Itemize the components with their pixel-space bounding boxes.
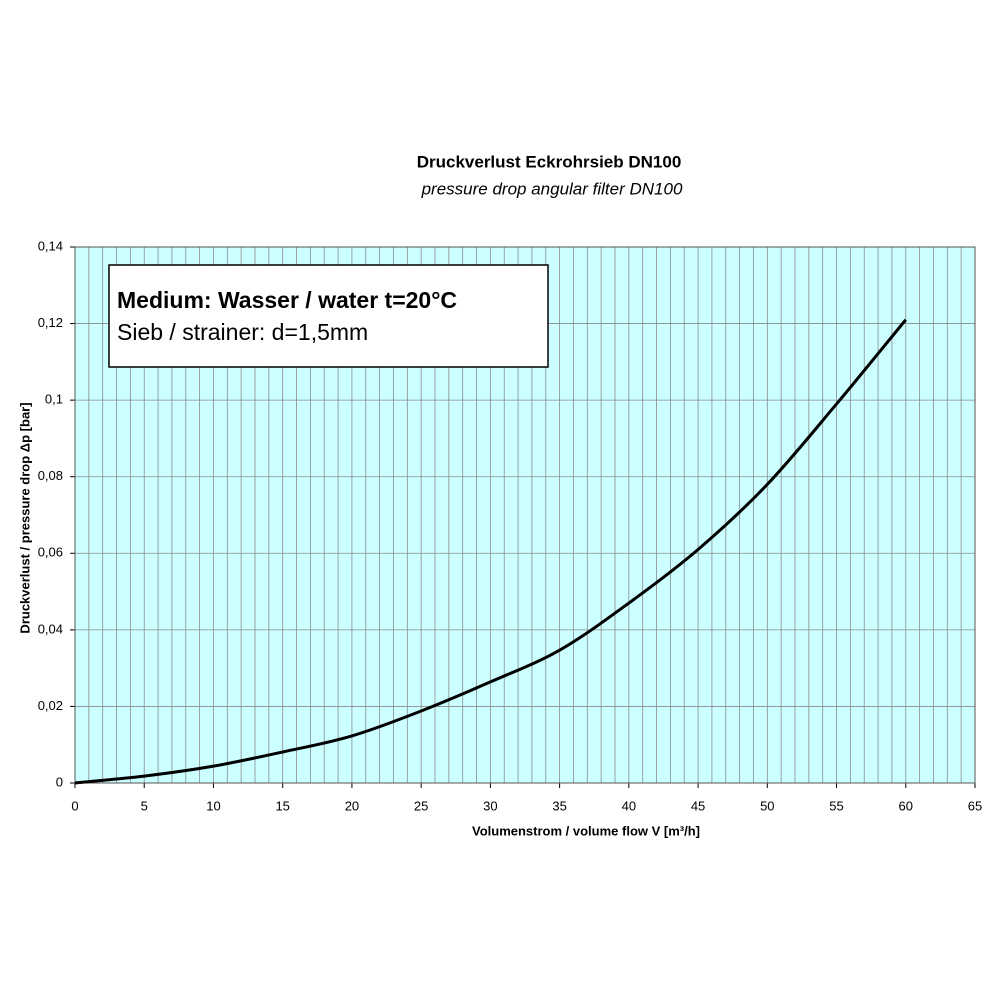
x-tick-label: 15 xyxy=(275,798,289,813)
x-tick-label: 0 xyxy=(71,798,78,813)
chart-title: Druckverlust Eckrohrsieb DN100 xyxy=(417,152,682,171)
annotation-line: Sieb / strainer: d=1,5mm xyxy=(117,319,368,345)
y-tick-label: 0 xyxy=(56,774,63,789)
y-tick-label: 0,06 xyxy=(38,545,63,560)
y-tick-label: 0,08 xyxy=(38,468,63,483)
x-tick-label: 25 xyxy=(414,798,428,813)
x-tick-label: 50 xyxy=(760,798,774,813)
y-tick-label: 0,14 xyxy=(38,238,63,253)
annotation-line: Medium: Wasser / water t=20°C xyxy=(117,287,457,313)
y-tick-label: 0,1 xyxy=(45,392,63,407)
plot-frame xyxy=(74,246,976,784)
x-tick-label: 55 xyxy=(829,798,843,813)
x-tick-label: 40 xyxy=(622,798,636,813)
chart-subtitle: pressure drop angular filter DN100 xyxy=(421,179,683,198)
x-tick-label: 45 xyxy=(691,798,705,813)
x-tick-label: 65 xyxy=(968,798,982,813)
data-line xyxy=(74,318,907,785)
y-axis-label: Druckverlust / pressure drop Δp [bar] xyxy=(17,402,32,633)
x-tick-label: 35 xyxy=(552,798,566,813)
x-tick-label: 10 xyxy=(206,798,220,813)
x-tick-label: 60 xyxy=(899,798,913,813)
x-tick-label: 5 xyxy=(141,798,148,813)
x-tick-label: 20 xyxy=(345,798,359,813)
x-axis-label: Volumenstrom / volume flow V [m³/h] xyxy=(472,823,700,838)
y-tick-label: 0,04 xyxy=(38,621,63,636)
annotation-box xyxy=(108,264,549,368)
y-tick-label: 0,02 xyxy=(38,698,63,713)
x-tick-label: 30 xyxy=(483,798,497,813)
y-tick-label: 0,12 xyxy=(38,315,63,330)
